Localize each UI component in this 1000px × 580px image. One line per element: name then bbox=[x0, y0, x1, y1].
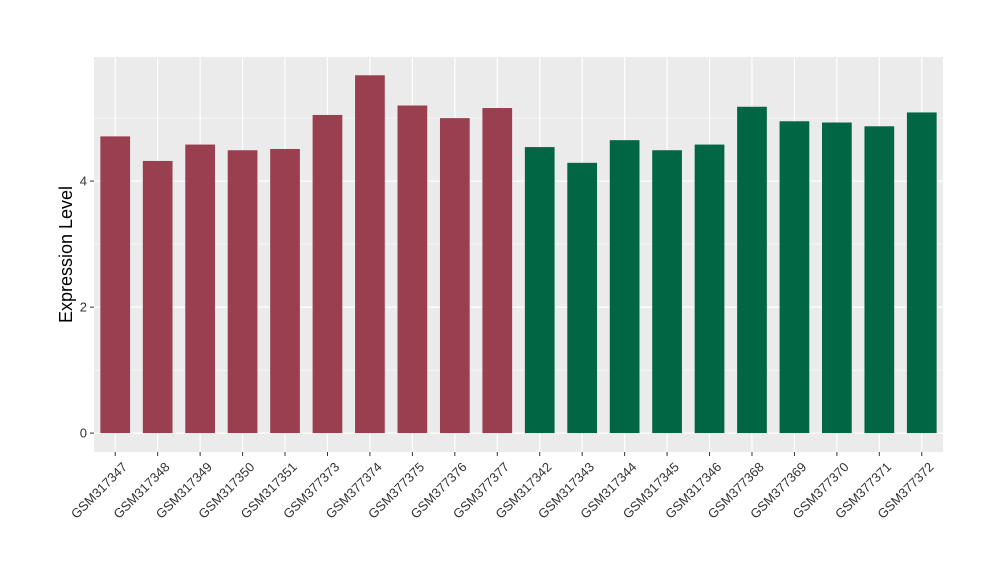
y-axis: 0 2 4 bbox=[80, 174, 94, 441]
bar-GSM377368 bbox=[737, 106, 767, 434]
bar-GSM317346 bbox=[694, 144, 725, 434]
bar-GSM317349 bbox=[185, 144, 215, 434]
y-tick-label: 2 bbox=[80, 300, 87, 315]
plot-panel bbox=[94, 57, 943, 452]
bar-GSM377370 bbox=[822, 122, 852, 434]
bar-GSM377375 bbox=[397, 105, 428, 434]
bar-GSM317343 bbox=[567, 162, 598, 434]
bar-GSM377376 bbox=[439, 118, 470, 434]
bar-GSM377369 bbox=[779, 121, 810, 434]
bar-GSM377377 bbox=[482, 108, 513, 434]
bar-GSM317351 bbox=[270, 148, 300, 434]
bar-GSM317344 bbox=[609, 140, 640, 434]
y-tick-label: 0 bbox=[80, 426, 87, 441]
bars bbox=[100, 75, 937, 434]
bar-GSM317348 bbox=[142, 160, 173, 434]
bar-GSM317345 bbox=[652, 150, 682, 434]
bar-GSM317350 bbox=[227, 150, 258, 434]
bar-GSM377374 bbox=[355, 75, 385, 434]
y-tick-label: 4 bbox=[80, 174, 87, 189]
bar-GSM377371 bbox=[864, 126, 895, 434]
bar-GSM317347 bbox=[100, 136, 131, 434]
bar-GSM317342 bbox=[524, 147, 555, 434]
x-axis: GSM317347GSM317348GSM317349GSM317350GSM3… bbox=[68, 452, 937, 522]
y-axis-title: Expression Level bbox=[56, 186, 76, 323]
bar-GSM377373 bbox=[312, 114, 343, 434]
bar-GSM377372 bbox=[906, 112, 937, 434]
